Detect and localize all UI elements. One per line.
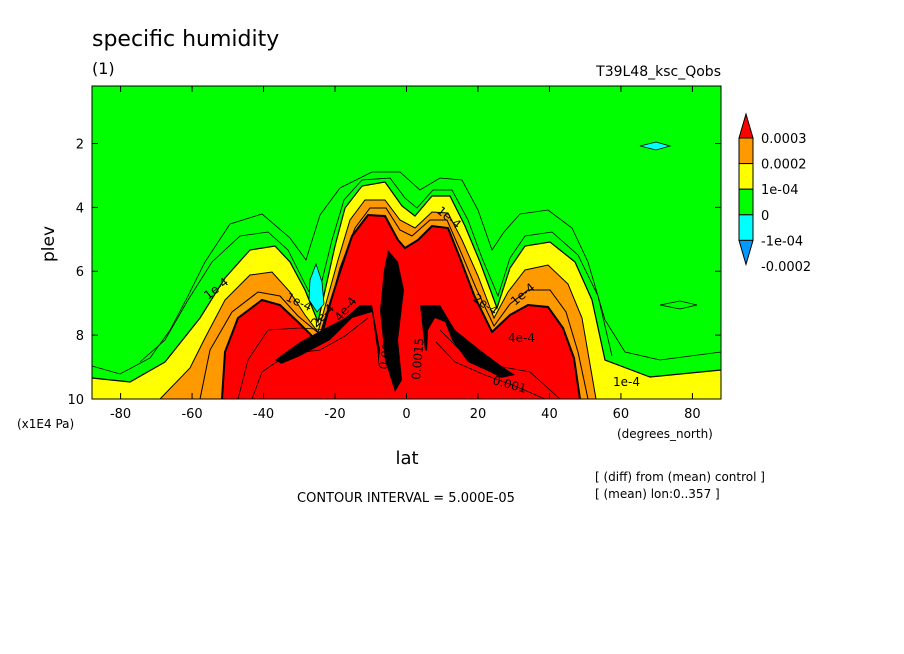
contour-line xyxy=(91,171,722,375)
contour-lines xyxy=(91,171,722,400)
contour-small-loop xyxy=(659,300,698,310)
y-axis: 2 4 6 8 10 xyxy=(67,137,721,408)
contour-line xyxy=(439,329,561,400)
contour-interval: CONTOUR INTERVAL = 5.000E-05 xyxy=(297,491,515,506)
x-tick-label: -40 xyxy=(253,407,274,422)
field-cyan-patch-right xyxy=(639,141,672,151)
y-tick-label: 8 xyxy=(76,329,84,344)
colorbar-label: 0 xyxy=(761,209,769,224)
chart-title: specific humidity xyxy=(92,27,279,52)
field-red-core-right xyxy=(425,318,540,399)
x-tick-label: 20 xyxy=(470,407,487,422)
y-tick-label: 10 xyxy=(67,393,84,408)
x-tick-label: -80 xyxy=(110,407,131,422)
y-axis-units: (x1E4 Pa) xyxy=(17,417,74,431)
contour-label: 0.0015 xyxy=(409,337,427,380)
run-name: T39L48_ksc_Qobs xyxy=(595,64,721,80)
x-axis: -80 -60 -40 -20 0 20 40 60 80 xyxy=(110,86,701,422)
note-diff: [ (diff) from (mean) control ] xyxy=(595,470,765,484)
contour-label: 0.001 xyxy=(376,334,396,370)
y-tick-label: 6 xyxy=(76,265,84,280)
contour-line xyxy=(221,213,581,400)
colorbar-swatch-bottom xyxy=(738,239,754,267)
contour-line xyxy=(251,317,369,400)
x-tick-label: 80 xyxy=(684,407,701,422)
x-axis-units: (degrees_north) xyxy=(617,427,713,441)
x-tick-label: 40 xyxy=(541,407,558,422)
contour-label: 1e-4 xyxy=(613,375,640,389)
chart-subtitle: (1) xyxy=(92,59,115,78)
contour-line xyxy=(435,341,546,400)
colorbar-swatch xyxy=(738,137,754,165)
x-tick-label: -20 xyxy=(324,407,345,422)
y-axis-label: plev xyxy=(39,226,59,262)
contour-label: 4e-4 xyxy=(508,331,535,345)
colorbar-label: 0.0002 xyxy=(761,158,807,173)
contour-line xyxy=(91,181,722,383)
contour-line xyxy=(237,309,366,400)
y-tick-label: 2 xyxy=(76,137,84,152)
colorbar-swatch xyxy=(738,214,754,241)
contour-line xyxy=(139,177,613,363)
x-tick-label: 0 xyxy=(402,407,410,422)
x-axis-label: lat xyxy=(395,448,418,469)
colorbar-swatch xyxy=(738,188,754,216)
plot-area: 1e-4 1e-4 1e-4 1e-4 1e-4 2e-4 2e-4 4e-4 … xyxy=(91,85,722,400)
note-mean: [ (mean) lon:0..357 ] xyxy=(595,487,720,501)
colorbar: 0.0003 0.0002 1e-04 0 -1e-04 -0.0002 xyxy=(738,112,811,275)
colorbar-label: 1e-04 xyxy=(761,183,799,198)
contour-line xyxy=(159,199,597,400)
colorbar-swatch-top xyxy=(738,112,754,139)
x-tick-label: -60 xyxy=(181,407,202,422)
x-tick-label: 60 xyxy=(613,407,630,422)
colorbar-label: 0.0003 xyxy=(761,132,807,147)
y-tick-label: 4 xyxy=(76,201,84,216)
field-red-core-left xyxy=(240,312,378,399)
field-dense-core xyxy=(380,250,404,392)
contour-line xyxy=(199,207,589,400)
field-cyan-patch-left xyxy=(308,262,325,313)
colorbar-label: -0.0002 xyxy=(761,260,811,275)
colorbar-swatch xyxy=(738,163,754,190)
colorbar-label: -1e-04 xyxy=(761,234,803,249)
